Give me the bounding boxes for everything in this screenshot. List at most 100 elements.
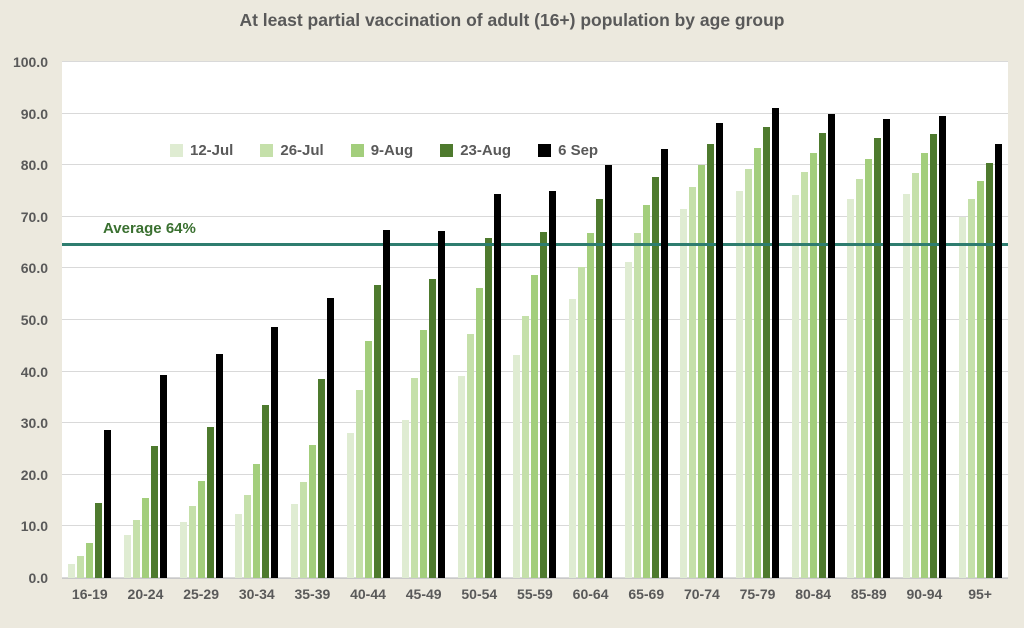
bar-6-sep xyxy=(326,297,334,578)
bar-26-jul xyxy=(466,334,474,578)
bar-9-aug xyxy=(420,330,428,578)
bar-12-jul xyxy=(847,199,855,578)
bar-6-sep xyxy=(605,165,613,578)
bar-9-aug xyxy=(197,481,205,578)
legend-swatch-icon xyxy=(440,144,454,157)
bar-6-sep xyxy=(994,144,1002,578)
bar-group xyxy=(674,62,730,578)
bar-12-jul xyxy=(791,194,799,578)
x-tick-label: 75-79 xyxy=(739,586,776,602)
bar-23-aug xyxy=(651,176,659,578)
bar-group xyxy=(785,62,841,578)
x-tick-label: 95+ xyxy=(968,586,992,602)
gridline xyxy=(62,61,1008,62)
bar-26-jul xyxy=(522,315,530,578)
average-label: Average 64% xyxy=(103,220,196,238)
bar-group xyxy=(952,62,1008,578)
bar-9-aug xyxy=(253,464,261,578)
bar-group xyxy=(730,62,786,578)
bar-23-aug xyxy=(262,404,270,578)
legend-swatch-icon xyxy=(350,144,364,157)
bar-12-jul xyxy=(736,191,743,578)
bar-9-aug xyxy=(754,148,761,578)
bar-group xyxy=(451,62,507,578)
bar-9-aug xyxy=(531,274,539,578)
bar-26-jul xyxy=(967,199,975,578)
bar-23-aug xyxy=(763,127,770,578)
bar-12-jul xyxy=(513,355,521,578)
bar-group xyxy=(285,62,341,578)
bar-26-jul xyxy=(355,390,363,578)
legend-item: 9-Aug xyxy=(350,142,413,159)
y-tick-label: 10.0 xyxy=(20,518,48,535)
bar-12-jul xyxy=(457,375,465,578)
bar-26-jul xyxy=(188,505,196,578)
x-tick-label: 25-29 xyxy=(183,586,219,602)
bar-23-aug xyxy=(206,427,214,578)
legend-label: 26-Jul xyxy=(280,142,324,159)
bar-6-sep xyxy=(159,374,167,578)
bar-23-aug xyxy=(150,446,158,578)
bar-12-jul xyxy=(680,208,688,578)
y-tick-label: 100.0 xyxy=(12,54,48,70)
y-tick-label: 60.0 xyxy=(20,260,48,277)
bar-9-aug xyxy=(809,152,817,578)
bar-6-sep xyxy=(660,148,668,578)
gridline xyxy=(62,112,1008,114)
bar-6-sep xyxy=(438,231,446,578)
bar-6-sep xyxy=(716,122,724,578)
bar-6-sep xyxy=(382,229,390,578)
x-tick-label: 40-44 xyxy=(350,586,386,602)
bar-12-jul xyxy=(958,216,966,578)
bar-12-jul xyxy=(290,504,298,578)
bar-9-aug xyxy=(865,158,873,578)
bar-12-jul xyxy=(569,299,577,578)
bar-9-aug xyxy=(587,233,595,578)
bar-6-sep xyxy=(549,191,557,578)
y-tick-label: 30.0 xyxy=(20,415,48,432)
bar-9-aug xyxy=(976,180,984,578)
legend-item: 12-Jul xyxy=(170,142,233,159)
bar-23-aug xyxy=(95,503,103,578)
bar-6-sep xyxy=(772,108,779,578)
bar-26-jul xyxy=(745,169,752,578)
bars-row xyxy=(62,62,1008,578)
bar-group xyxy=(841,62,897,578)
bar-23-aug xyxy=(373,284,381,578)
bar-6-sep xyxy=(215,354,223,578)
bar-9-aug xyxy=(642,205,650,578)
gridline xyxy=(62,215,1008,217)
bar-23-aug xyxy=(596,199,604,578)
x-tick-label: 20-24 xyxy=(127,586,164,602)
x-tick-label: 55-59 xyxy=(517,586,553,602)
y-tick-label: 90.0 xyxy=(20,105,48,122)
bar-9-aug xyxy=(698,165,706,578)
legend-label: 23-Aug xyxy=(460,142,512,159)
bar-6-sep xyxy=(883,119,891,578)
bar-26-jul xyxy=(578,266,586,578)
legend-item: 6 Sep xyxy=(538,142,598,159)
bar-23-aug xyxy=(540,231,548,578)
bar-6-sep xyxy=(493,193,501,578)
legend-label: 6 Sep xyxy=(558,142,599,159)
bar-23-aug xyxy=(484,238,492,578)
x-tick-label: 70-74 xyxy=(683,586,720,602)
x-tick-label: 45-49 xyxy=(405,586,442,602)
legend-swatch-icon xyxy=(538,144,552,157)
legend-swatch-icon xyxy=(170,144,183,157)
bar-26-jul xyxy=(689,186,697,578)
bar-26-jul xyxy=(800,172,808,578)
bar-12-jul xyxy=(123,535,131,578)
bar-9-aug xyxy=(475,288,483,578)
bar-9-aug xyxy=(141,498,149,578)
bar-group xyxy=(396,62,452,578)
bar-12-jul xyxy=(902,193,910,578)
bar-23-aug xyxy=(929,134,937,578)
bar-23-aug xyxy=(429,279,437,578)
bar-6-sep xyxy=(271,326,279,578)
y-tick-label: 40.0 xyxy=(20,363,48,380)
y-axis: 0.0 10.0 20.0 30.0 40.0 50.0 60.0 70.0 80.0 90.0 1… xyxy=(0,55,54,585)
y-tick-label: 0.0 xyxy=(28,570,48,586)
y-tick-label: 80.0 xyxy=(20,157,48,174)
bar-group xyxy=(563,62,619,578)
